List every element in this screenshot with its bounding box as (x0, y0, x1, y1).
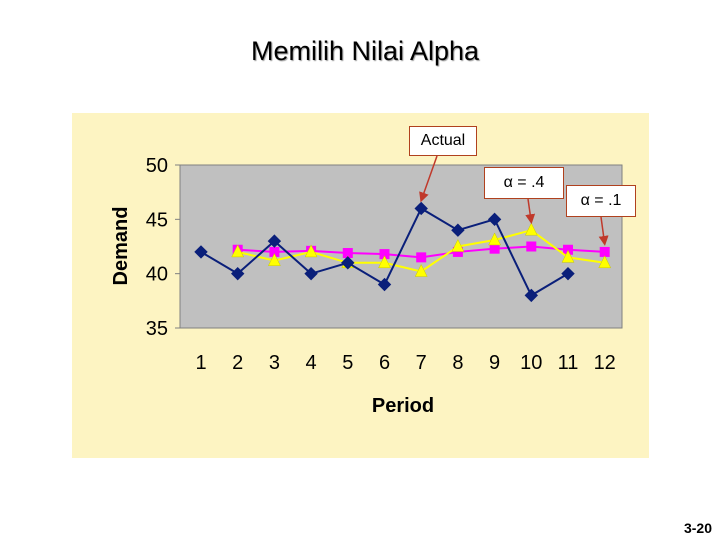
x-tick-label: 5 (342, 352, 353, 374)
data-point-triangle (414, 263, 428, 277)
y-tick-label: 50 (146, 155, 168, 177)
x-tick-label: 9 (489, 352, 500, 374)
callout-arrow (419, 155, 438, 203)
x-tick-label: 12 (594, 352, 616, 374)
data-point-diamond (414, 201, 428, 216)
y-tick-label: 40 (146, 264, 168, 286)
data-point-square (269, 246, 280, 257)
y-tick-label: 45 (146, 209, 168, 231)
data-point-square (563, 244, 573, 255)
data-point-square (452, 246, 463, 257)
data-point-square (342, 248, 353, 259)
data-point-square (489, 243, 500, 254)
callout-alpha-04: α = .4 (484, 167, 564, 199)
data-point-diamond (561, 266, 575, 281)
data-point-triangle (488, 232, 502, 246)
y-tick-label: 35 (146, 318, 168, 340)
data-point-triangle (561, 249, 575, 263)
y-axis-title: Demand (110, 207, 132, 286)
data-point-square (416, 252, 427, 263)
data-point-triangle (304, 244, 318, 258)
data-point-triangle (524, 222, 538, 236)
callout-actual: Actual (409, 126, 477, 156)
data-point-triangle (231, 244, 245, 258)
data-point-diamond (451, 223, 465, 237)
x-tick-label: 6 (379, 352, 390, 374)
data-point-square (379, 249, 390, 260)
slide-number: 3-20 (683, 520, 712, 536)
data-point-diamond (230, 266, 245, 281)
x-tick-label: 3 (269, 352, 280, 374)
data-point-square (526, 241, 537, 252)
data-point-diamond (377, 277, 392, 292)
data-point-diamond (267, 234, 282, 248)
data-point-diamond (304, 266, 318, 281)
data-point-diamond (487, 212, 502, 227)
x-tick-label: 10 (520, 352, 542, 374)
data-point-diamond (524, 288, 539, 303)
x-tick-label: 8 (452, 352, 463, 374)
data-point-triangle (451, 238, 465, 252)
x-tick-label: 2 (232, 352, 243, 374)
data-point-triangle (598, 255, 612, 269)
callout-alpha-01: α = .1 (566, 185, 636, 217)
slide-title: Memilih Nilai Alpha (250, 36, 480, 66)
data-point-triangle (378, 255, 391, 269)
x-tick-label: 11 (558, 352, 579, 374)
callout-arrow (598, 216, 609, 246)
data-point-triangle (267, 253, 281, 266)
x-tick-label: 7 (416, 352, 427, 374)
x-tick-label: 4 (306, 352, 317, 374)
data-point-diamond (194, 245, 208, 259)
data-point-diamond (341, 256, 355, 270)
callout-arrow (525, 198, 536, 225)
data-point-square (599, 246, 610, 257)
x-axis-title: Period (372, 395, 434, 417)
x-tick-label: 1 (195, 352, 206, 374)
